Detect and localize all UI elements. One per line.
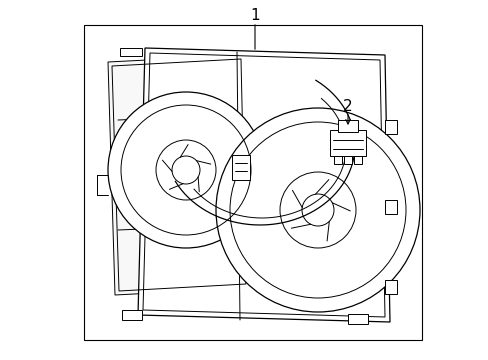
Bar — [347, 314, 367, 324]
Text: 2: 2 — [343, 99, 352, 113]
Bar — [84, 25, 421, 340]
Bar — [384, 280, 396, 294]
Bar — [337, 120, 357, 132]
Bar — [353, 156, 361, 164]
Bar — [231, 155, 249, 180]
Polygon shape — [108, 55, 249, 295]
Bar — [122, 310, 142, 320]
FancyArrowPatch shape — [345, 115, 349, 124]
Polygon shape — [138, 48, 389, 322]
Bar — [329, 130, 365, 156]
Bar — [384, 200, 396, 214]
Bar — [333, 156, 341, 164]
Bar — [120, 48, 142, 56]
Bar — [343, 156, 351, 164]
Bar — [384, 120, 396, 134]
Circle shape — [108, 92, 264, 248]
Text: 1: 1 — [250, 8, 259, 23]
Circle shape — [216, 108, 419, 312]
